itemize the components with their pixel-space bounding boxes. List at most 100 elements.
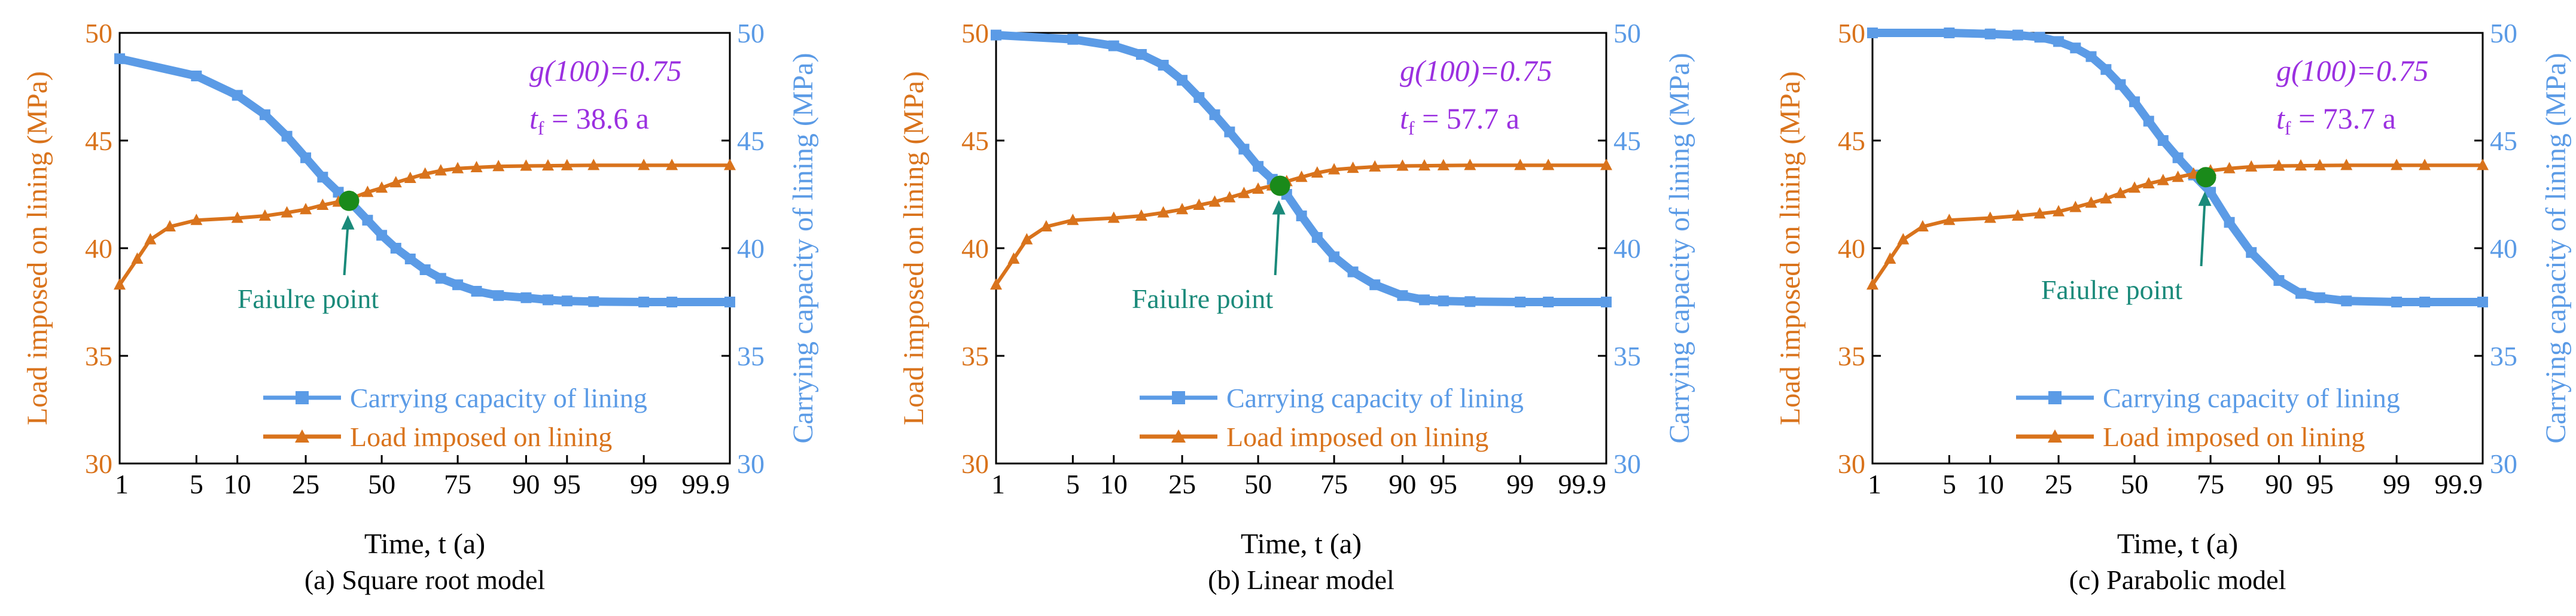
load-line: [994, 163, 1608, 287]
capacity-series: [991, 29, 1612, 307]
capacity-point: [2172, 152, 2184, 163]
load-point: [1295, 170, 1308, 182]
load-point: [1347, 161, 1359, 173]
capacity-point: [362, 215, 373, 226]
left-tick-label: 45: [1838, 126, 1865, 156]
failure-arrow-shaft: [1274, 209, 1280, 276]
failure-time-label: tf = 57.7 a: [1400, 102, 1520, 139]
load-point: [1040, 220, 1052, 231]
left-tick-label: 40: [961, 233, 989, 264]
x-axis-label: Time, t (a): [1241, 528, 1362, 560]
g-parameter-label: g(100)=0.75: [2276, 54, 2429, 87]
capacity-point: [1867, 28, 1878, 38]
load-point: [1464, 158, 1476, 170]
load-point: [492, 160, 505, 172]
panel-caption: (a) Square root model: [305, 565, 545, 595]
right-tick-label: 50: [737, 18, 765, 48]
load-point: [561, 158, 573, 170]
capacity-point: [2391, 297, 2403, 307]
x-tick-label: 5: [1942, 469, 1956, 499]
capacity-point: [1464, 296, 1476, 307]
right-tick-label: 40: [2490, 233, 2517, 264]
x-tick-label: 75: [2197, 469, 2224, 499]
panel-c: 30 35 40 45 50 30 35 40 45 50 1 5 10 25 50 75 90 95 99 99…: [1774, 18, 2572, 595]
capacity-point: [376, 230, 388, 241]
capacity-point: [2205, 187, 2216, 198]
load-point: [2391, 158, 2403, 170]
load-point: [2313, 158, 2326, 170]
capacity-point: [638, 297, 650, 307]
load-point: [434, 164, 447, 176]
load-point: [300, 203, 312, 215]
load-point: [2142, 177, 2155, 188]
load-point: [1916, 220, 1929, 231]
load-point: [190, 214, 203, 225]
x-tick-label: 1: [1868, 469, 1881, 499]
load-point: [587, 158, 600, 170]
load-point: [1943, 214, 1956, 225]
failure-arrow-shaft: [343, 224, 349, 276]
x-tick-label: 50: [1244, 469, 1272, 499]
capacity-point: [1296, 211, 1307, 221]
capacity-point: [1108, 40, 1119, 51]
right-tick-label: 50: [1613, 18, 1641, 48]
capacity-point: [2224, 216, 2235, 228]
left-tick-label: 45: [85, 126, 112, 156]
x-tick-label: 5: [190, 469, 203, 499]
load-point: [231, 211, 243, 223]
capacity-point: [520, 292, 532, 303]
right-tick-label: 30: [737, 449, 765, 479]
x-tick-label: 25: [292, 469, 319, 499]
capacity-point: [1397, 290, 1408, 301]
left-tick-label: 50: [961, 18, 989, 48]
load-point: [724, 158, 736, 170]
capacity-point: [435, 273, 446, 284]
x-tick-label: 10: [224, 469, 251, 499]
x-tick-label: 99.9: [2435, 469, 2483, 499]
x-tick-label: 25: [2045, 469, 2072, 499]
legend-label-load: Load imposed on lining: [2103, 422, 2365, 452]
load-point: [389, 176, 402, 188]
left-tick-label: 40: [1838, 233, 1865, 264]
right-tick-label: 30: [1613, 449, 1641, 479]
x-axis-label: Time, t (a): [2117, 528, 2238, 560]
x-tick-label: 10: [1100, 469, 1128, 499]
legend-marker-load: [1171, 429, 1186, 443]
capacity-point: [1347, 266, 1359, 277]
x-tick-label: 99: [2383, 469, 2410, 499]
capacity-point: [1209, 109, 1220, 120]
load-point: [1193, 199, 1205, 210]
legend-marker-capacity: [296, 391, 309, 404]
left-tick-label: 30: [85, 449, 112, 479]
load-point: [2129, 181, 2141, 193]
capacity-point: [1601, 297, 1612, 307]
legend-marker-capacity: [1172, 391, 1185, 404]
tf-subscript: f: [1408, 117, 1415, 139]
capacity-point: [1224, 126, 1235, 138]
right-axis-ticks: 30 35 40 45 50: [2474, 18, 2517, 479]
right-tick-label: 45: [737, 126, 765, 156]
capacity-point: [1984, 28, 1996, 39]
capacity-point: [1158, 60, 1169, 71]
load-point: [1021, 233, 1033, 245]
right-axis-ticks: 30 35 40 45 50: [721, 18, 765, 479]
x-tick-label: 99.9: [682, 469, 730, 499]
capacity-point: [1253, 161, 1264, 172]
load-point: [1252, 182, 1265, 194]
right-tick-label: 45: [2490, 126, 2517, 156]
load-line: [1871, 163, 2484, 287]
capacity-point: [2053, 36, 2065, 47]
x-tick-label: 50: [2121, 469, 2148, 499]
capacity-point: [1311, 232, 1323, 243]
capacity-point: [2100, 64, 2112, 75]
left-tick-label: 35: [85, 341, 112, 371]
capacity-point: [1543, 297, 1554, 307]
failure-time-label: tf = 73.7 a: [2276, 102, 2396, 139]
load-point: [316, 199, 329, 210]
load-point: [258, 209, 271, 221]
capacity-point: [2341, 295, 2352, 307]
capacity-point: [300, 152, 312, 163]
right-axis-label: Carrying capacity of lining (MPa): [1664, 53, 1695, 443]
load-point: [1396, 159, 1409, 171]
